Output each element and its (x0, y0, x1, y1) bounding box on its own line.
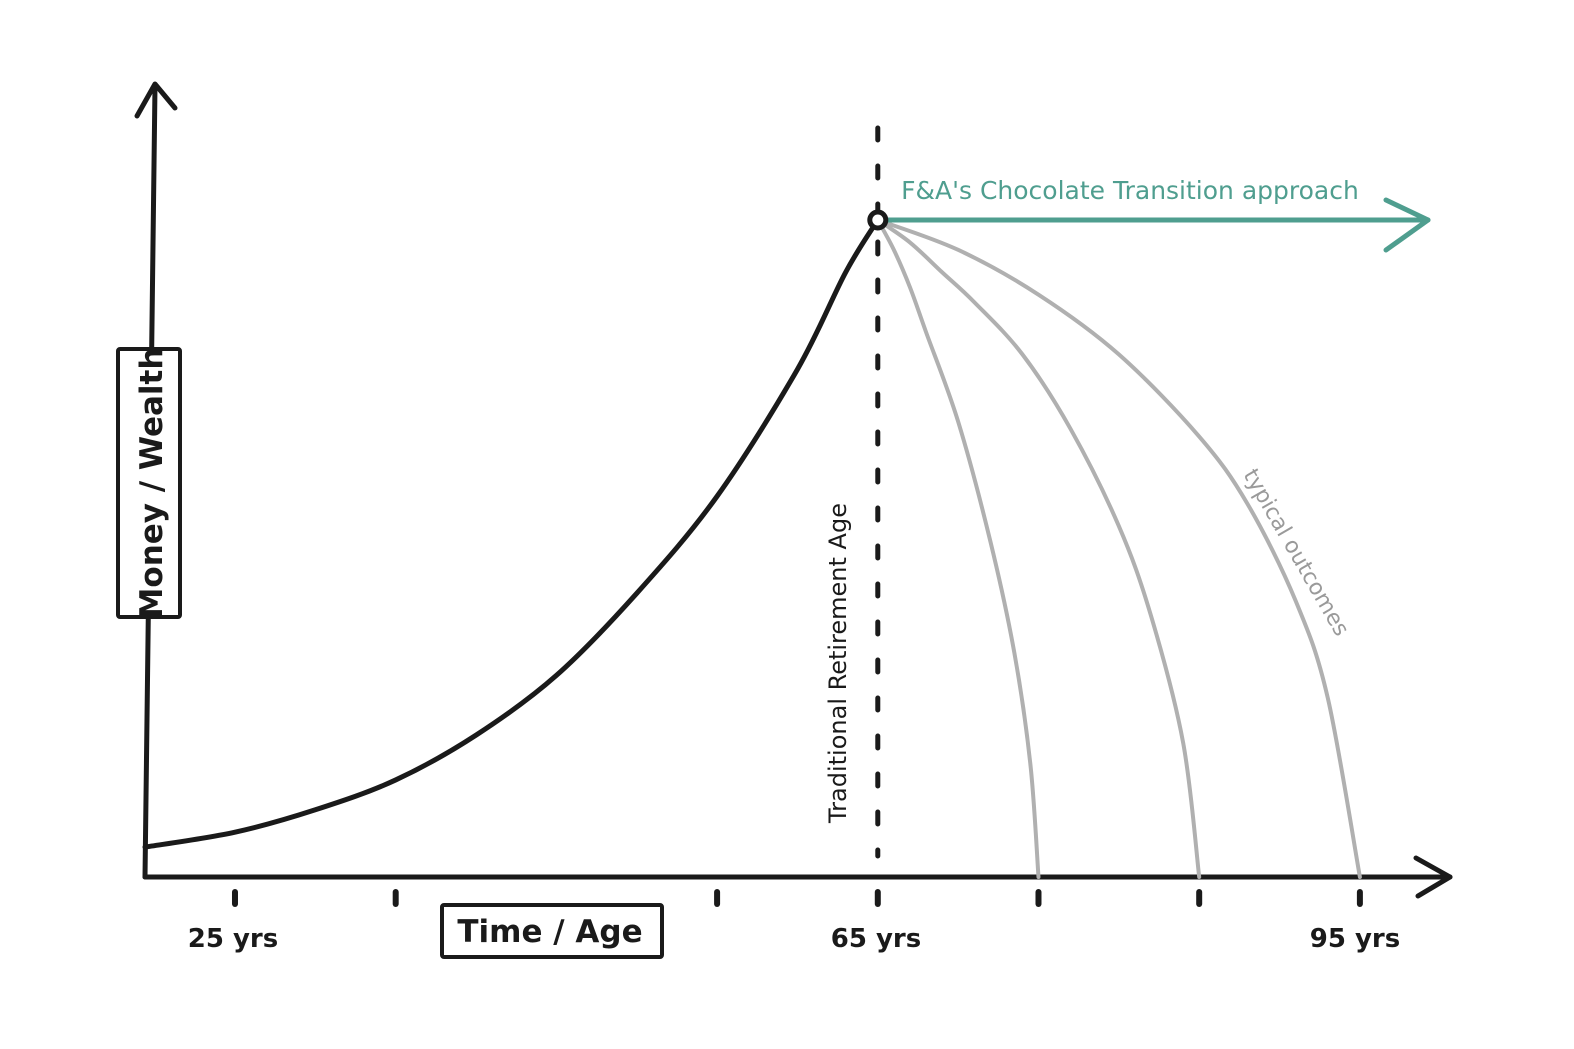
x-axis-title-box: Time / Age (440, 903, 664, 959)
x-axis-arrowhead (1413, 855, 1453, 899)
x-tick-label-65: 65 yrs (831, 924, 921, 954)
y-axis-title: Money / Wealth (134, 348, 170, 619)
x-tick-label-25: 25 yrs (188, 924, 278, 954)
peak-marker (867, 209, 889, 231)
retirement-age-label: Traditional Retirement Age (824, 503, 852, 824)
y-axis-arrowhead (134, 81, 178, 119)
y-axis-title-box: Money / Wealth (116, 347, 182, 619)
typical-outcomes-label: typical outcomes (1238, 465, 1354, 641)
accumulation-line (142, 217, 881, 850)
outcome-line-1 (875, 218, 1041, 879)
transition-arrowhead (1383, 197, 1431, 253)
x-tick-label-95: 95 yrs (1310, 924, 1400, 954)
x-axis-title: Time / Age (457, 914, 642, 950)
outcome-line-3 (875, 218, 1362, 879)
outcome-line-2 (875, 218, 1202, 879)
transition-approach-label: F&A's Chocolate Transition approach (901, 176, 1359, 205)
